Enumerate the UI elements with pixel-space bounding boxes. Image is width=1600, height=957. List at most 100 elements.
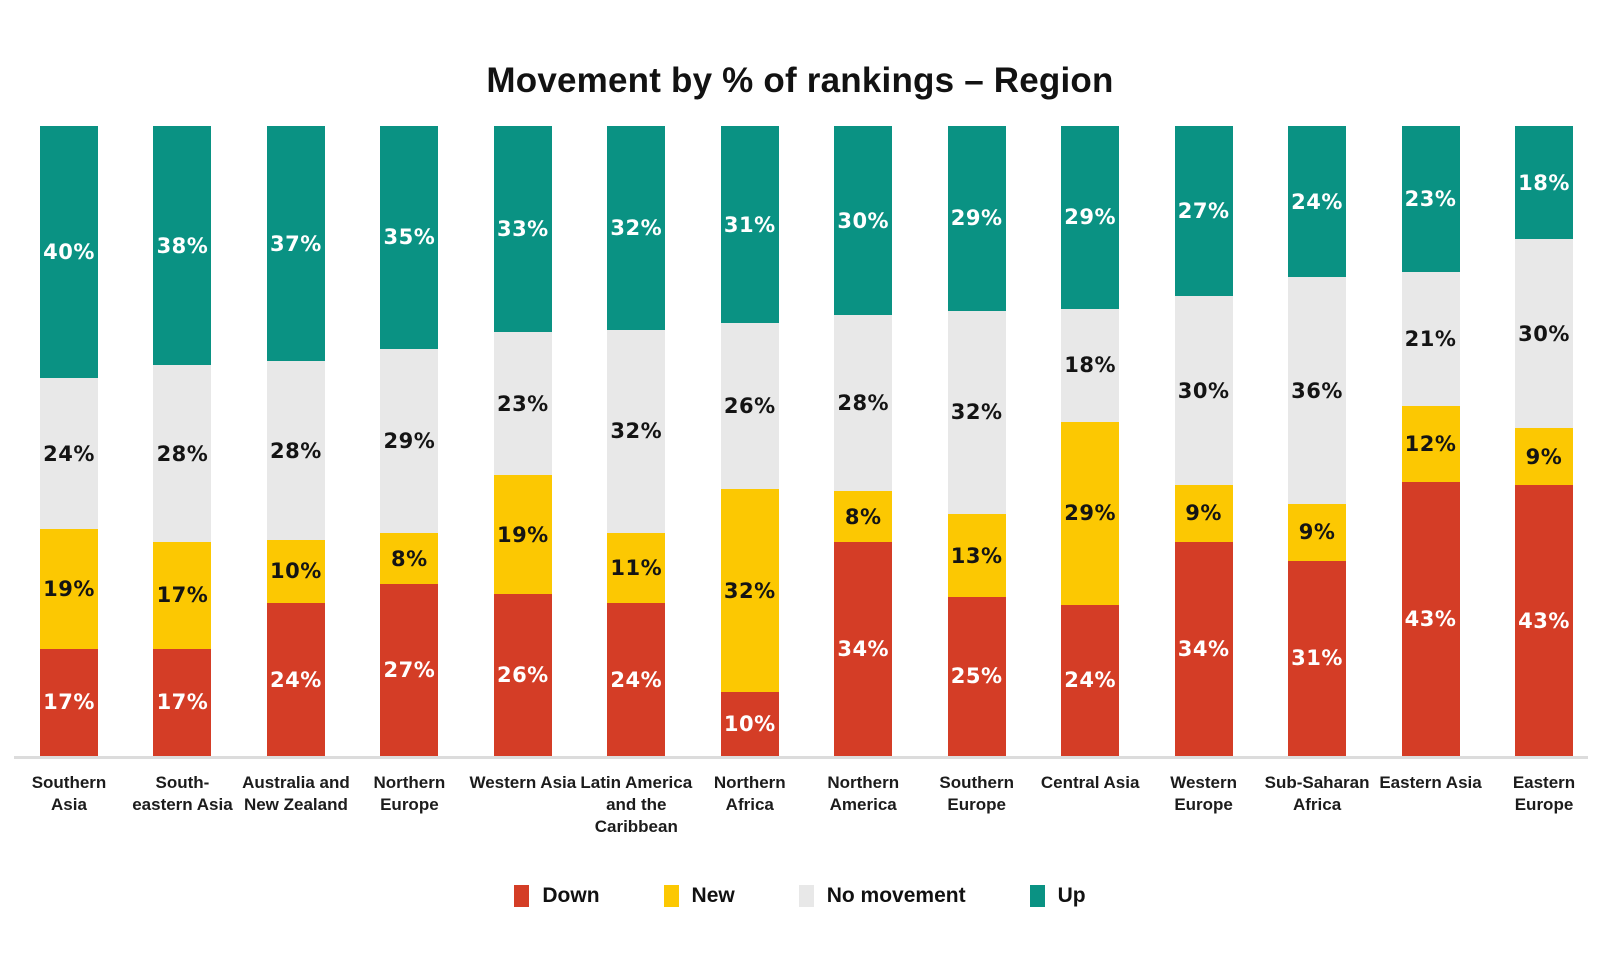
- segment-value-label: 8%: [391, 546, 428, 571]
- segment-up: 35%: [380, 126, 439, 349]
- segment-value-label: 35%: [383, 225, 436, 250]
- segment-no-movement: 26%: [720, 323, 779, 489]
- segment-value-label: 30%: [1518, 321, 1570, 346]
- segment-new: 8%: [834, 491, 893, 542]
- x-axis-line: [14, 756, 1588, 759]
- x-axis-label-southern-europe: Southern Europe: [939, 773, 1014, 814]
- segment-value-label: 34%: [1177, 636, 1230, 661]
- x-axis-label-southern-asia: Southern Asia: [31, 773, 107, 814]
- legend-swatch-up: [1029, 885, 1045, 907]
- bar-latin-america-and-the-caribbean: 32% 32% 11% 24%: [607, 126, 666, 756]
- segment-value-label: 31%: [723, 212, 776, 237]
- segment-no-movement: 21%: [1401, 272, 1460, 407]
- segment-value-label: 28%: [156, 441, 209, 466]
- segment-new: 29%: [1061, 422, 1120, 605]
- segment-value-label: 10%: [270, 559, 322, 584]
- segment-up: 31%: [720, 126, 779, 324]
- segment-no-movement: 30%: [1174, 296, 1233, 486]
- x-axis-label-western-europe: Western Europe: [1170, 773, 1237, 814]
- segment-value-label: 18%: [1064, 353, 1117, 378]
- x-axis-label-latin-america-and-the-caribbean: Latin America and the Caribbean: [580, 773, 693, 836]
- segment-new: 32%: [720, 488, 779, 693]
- segment-value-label: 24%: [270, 667, 322, 692]
- plot-area: 40% 24% 19% 17% 38% 28% 17% 17% 37% 28% 10% 24% 35% 2…: [40, 126, 1573, 756]
- segment-value-label: 21%: [1404, 327, 1457, 352]
- segment-down: 24%: [1061, 604, 1120, 756]
- legend-swatch-down: [514, 885, 530, 907]
- segment-value-label: 32%: [723, 578, 776, 603]
- segment-value-label: 19%: [43, 577, 95, 602]
- segment-up: 33%: [493, 126, 552, 332]
- bar-western-asia: 33% 23% 19% 26%: [493, 126, 552, 756]
- segment-value-label: 24%: [1064, 668, 1117, 693]
- segment-up: 38%: [153, 126, 212, 366]
- segment-no-movement: 28%: [153, 365, 212, 542]
- segment-up: 27%: [1174, 126, 1233, 297]
- segment-no-movement: 18%: [1061, 308, 1120, 423]
- segment-value-label: 33%: [496, 216, 549, 241]
- segment-value-label: 28%: [837, 391, 890, 416]
- segment-value-label: 28%: [270, 438, 322, 463]
- segment-new: 10%: [266, 539, 325, 604]
- segment-value-label: 11%: [610, 556, 663, 581]
- segment-value-label: 32%: [610, 419, 663, 444]
- bar-northern-africa: 31% 26% 32% 10%: [720, 126, 779, 756]
- legend-swatch-no-movement: [798, 885, 814, 907]
- segment-value-label: 24%: [43, 441, 95, 466]
- segment-no-movement: 36%: [1288, 277, 1347, 505]
- bar-eastern-asia: 23% 21% 12% 43%: [1401, 126, 1460, 756]
- segment-value-label: 9%: [1525, 444, 1563, 469]
- legend-item-down: Down: [514, 884, 600, 908]
- segment-value-label: 17%: [156, 690, 209, 715]
- segment-value-label: 43%: [1404, 607, 1457, 632]
- x-axis-label-northern-europe: Northern Europe: [373, 773, 446, 814]
- segment-value-label: 23%: [1404, 187, 1457, 212]
- segment-new: 12%: [1401, 406, 1460, 483]
- bar-australia-and-new-zealand: 37% 28% 10% 24%: [266, 126, 325, 756]
- bar-central-asia: 29% 18% 29% 24%: [1061, 126, 1120, 756]
- segment-value-label: 29%: [1064, 501, 1117, 526]
- segment-value-label: 37%: [270, 231, 322, 256]
- segment-up: 40%: [40, 126, 98, 379]
- segment-no-movement: 28%: [266, 361, 325, 540]
- bar-southern-europe: 29% 32% 13% 25%: [947, 126, 1006, 756]
- segment-value-label: 29%: [950, 206, 1003, 231]
- segment-no-movement: 28%: [834, 315, 893, 492]
- x-axis-label-south-eastern-asia: South-eastern Asia: [132, 773, 233, 814]
- segment-no-movement: 32%: [947, 310, 1006, 515]
- segment-no-movement: 24%: [40, 378, 98, 530]
- x-axis-label-northern-america: Northern America: [827, 773, 900, 814]
- legend-label: Down: [542, 884, 600, 907]
- segment-down: 10%: [720, 692, 779, 756]
- segment-new: 19%: [493, 475, 552, 594]
- segment-new: 9%: [1288, 504, 1347, 561]
- segment-new: 13%: [947, 514, 1006, 597]
- chart-title: Movement by % of rankings – Region: [486, 61, 1114, 101]
- segment-value-label: 8%: [844, 504, 882, 529]
- x-axis-label-eastern-asia: Eastern Asia: [1379, 773, 1482, 792]
- x-axis-label-northern-africa: Northern Africa: [713, 773, 786, 814]
- segment-new: 19%: [40, 529, 98, 649]
- x-axis-label-eastern-europe: Eastern Europe: [1512, 773, 1576, 814]
- segment-value-label: 32%: [610, 215, 663, 240]
- segment-value-label: 17%: [43, 690, 95, 715]
- segment-down: 27%: [380, 584, 439, 756]
- bar-south-eastern-asia: 38% 28% 17% 17%: [153, 126, 212, 756]
- bar-eastern-europe: 18% 30% 9% 43%: [1515, 126, 1573, 756]
- segment-value-label: 23%: [496, 391, 549, 416]
- segment-value-label: 31%: [1291, 646, 1343, 671]
- segment-down: 17%: [40, 648, 98, 756]
- segment-value-label: 9%: [1185, 501, 1222, 526]
- bar-northern-europe: 35% 29% 8% 27%: [380, 126, 439, 756]
- segment-up: 30%: [834, 126, 893, 316]
- bar-sub-saharan-africa: 24% 36% 9% 31%: [1288, 126, 1347, 756]
- segment-down: 31%: [1288, 560, 1347, 756]
- segment-up: 37%: [266, 126, 325, 362]
- segment-value-label: 26%: [723, 394, 776, 419]
- segment-value-label: 24%: [610, 667, 663, 692]
- legend-item-up: Up: [1029, 884, 1086, 908]
- segment-up: 24%: [1288, 126, 1347, 278]
- segment-down: 26%: [493, 593, 552, 756]
- legend-label: New: [691, 884, 735, 907]
- segment-value-label: 27%: [1177, 199, 1230, 224]
